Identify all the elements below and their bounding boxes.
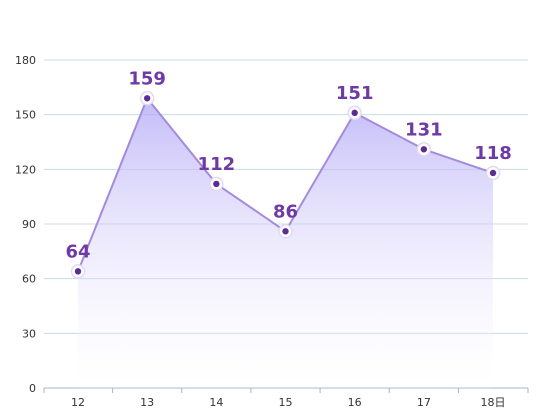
data-point-dot — [74, 268, 82, 275]
y-tick-label: 120 — [15, 163, 36, 176]
y-tick-label: 150 — [15, 109, 36, 122]
data-point — [278, 224, 293, 239]
data-label: 131 — [405, 119, 443, 140]
data-label: 159 — [128, 68, 166, 89]
data-label: 151 — [336, 83, 374, 104]
data-point-dot — [420, 146, 428, 153]
data-point-dot — [351, 109, 358, 117]
data-point-dot — [143, 95, 151, 102]
x-tick-label: 16 — [348, 396, 362, 409]
x-tick-label: 12 — [71, 396, 85, 409]
data-point — [209, 176, 224, 192]
data-point — [139, 91, 155, 106]
data-points-layer — [70, 91, 501, 279]
data-label: 64 — [65, 241, 90, 262]
data-point — [70, 264, 86, 279]
data-point-dot — [489, 169, 497, 177]
data-point-dot — [213, 180, 220, 188]
x-tick-label: 14 — [209, 396, 223, 409]
data-point — [416, 142, 432, 157]
y-tick-label: 0 — [29, 382, 36, 395]
y-tick-label: 30 — [22, 327, 36, 340]
data-label: 112 — [198, 154, 236, 175]
data-label: 86 — [273, 201, 298, 222]
x-axis: 12 13 14 15 16 17 18日 — [43, 387, 529, 409]
x-tick-label: 13 — [140, 396, 154, 409]
y-tick-label: 180 — [15, 54, 36, 67]
data-point — [485, 165, 501, 181]
series-area — [78, 98, 494, 389]
data-label: 118 — [474, 143, 512, 164]
data-point-dot — [282, 228, 289, 235]
data-point — [347, 105, 362, 121]
data-labels-layer: 64 159 112 86 151 131 118 — [65, 68, 511, 262]
series-area-layer — [77, 97, 494, 389]
x-tick-label: 15 — [279, 396, 293, 409]
y-tick-label: 90 — [22, 218, 36, 231]
y-tick-label: 60 — [22, 273, 36, 286]
x-tick-label: 17 — [417, 396, 431, 409]
x-tick-label: 18日 — [481, 396, 506, 409]
y-axis-ticks: 0 30 60 90 120 150 180 — [15, 54, 36, 395]
